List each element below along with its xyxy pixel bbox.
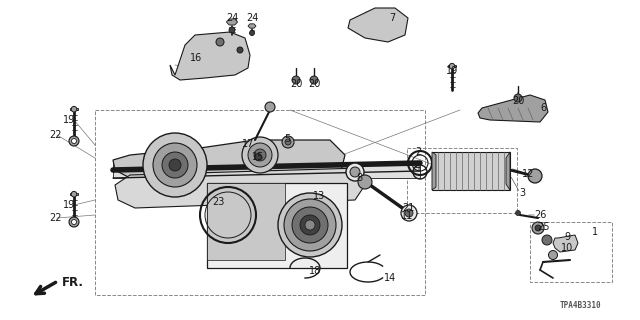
Circle shape [548,251,557,260]
Polygon shape [432,152,510,190]
Circle shape [254,149,266,161]
Polygon shape [170,32,250,80]
Polygon shape [448,65,456,68]
Bar [113,163,420,178]
Circle shape [216,38,224,46]
Text: 25: 25 [537,222,549,232]
Text: 10: 10 [561,243,573,253]
Polygon shape [553,235,578,252]
Polygon shape [432,152,436,190]
Ellipse shape [284,199,336,251]
Text: 24: 24 [226,13,238,23]
Ellipse shape [292,207,328,243]
Text: 6: 6 [540,103,546,113]
Circle shape [72,139,77,143]
Text: 20: 20 [512,96,524,106]
Polygon shape [70,193,78,196]
Circle shape [153,143,197,187]
Text: 21: 21 [402,203,414,213]
Circle shape [69,217,79,227]
Text: 7: 7 [389,13,395,23]
Circle shape [282,136,294,148]
Circle shape [542,235,552,245]
Circle shape [265,102,275,112]
Ellipse shape [305,220,315,230]
Text: 2: 2 [415,147,421,157]
Text: 1: 1 [592,227,598,237]
Text: 18: 18 [309,266,321,276]
Text: 22: 22 [49,213,61,223]
Text: 24: 24 [246,13,258,23]
Circle shape [292,76,300,84]
Circle shape [532,222,544,234]
Circle shape [69,136,79,146]
Text: 19: 19 [63,115,75,125]
Circle shape [237,47,243,53]
Circle shape [514,94,522,102]
Circle shape [169,159,181,171]
Circle shape [405,209,413,217]
Text: 20: 20 [308,79,320,89]
Text: 16: 16 [190,53,202,63]
Circle shape [71,191,77,197]
Circle shape [143,133,207,197]
Circle shape [346,163,364,181]
Ellipse shape [300,215,320,235]
Bar [407,148,517,213]
Bar [207,183,347,268]
Text: 9: 9 [564,232,570,242]
Ellipse shape [278,193,342,257]
Text: 13: 13 [313,191,325,201]
Polygon shape [506,152,510,190]
Text: 17: 17 [242,139,254,149]
Text: TPA4B3310: TPA4B3310 [559,300,601,309]
Circle shape [401,205,417,221]
Circle shape [515,211,520,215]
Polygon shape [248,24,256,28]
Polygon shape [227,19,237,25]
Circle shape [255,154,262,161]
Circle shape [535,225,541,231]
Circle shape [310,76,318,84]
Polygon shape [115,168,365,208]
Text: 5: 5 [284,134,290,144]
Circle shape [72,220,77,225]
Text: 19: 19 [446,66,458,76]
Circle shape [449,63,455,69]
Text: 3: 3 [519,188,525,198]
Circle shape [229,27,235,33]
Circle shape [285,139,291,145]
Circle shape [358,175,372,189]
Circle shape [242,137,278,173]
Text: 14: 14 [384,273,396,283]
Bar [530,222,612,282]
Circle shape [250,30,255,36]
Text: 23: 23 [212,197,224,207]
Circle shape [162,152,188,178]
Circle shape [528,169,542,183]
Text: 15: 15 [252,152,264,162]
Text: 11: 11 [401,211,413,221]
Polygon shape [348,8,408,42]
Text: 22: 22 [49,130,61,140]
Circle shape [248,143,272,167]
Text: 4: 4 [415,162,421,172]
Polygon shape [70,108,78,110]
Text: 26: 26 [534,210,546,220]
Polygon shape [207,183,285,260]
Text: 8: 8 [356,173,362,183]
Text: 20: 20 [290,79,302,89]
Polygon shape [113,140,345,185]
Circle shape [350,167,360,177]
Text: 19: 19 [63,200,75,210]
Text: 12: 12 [522,169,534,179]
Polygon shape [478,95,548,122]
Bar [95,110,425,295]
Text: FR.: FR. [62,276,84,290]
Circle shape [71,106,77,112]
